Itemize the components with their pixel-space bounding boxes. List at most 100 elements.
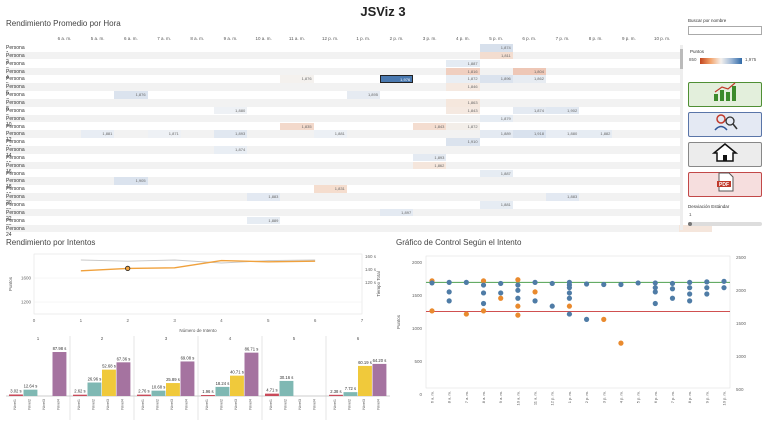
bar-mark xyxy=(166,383,180,396)
heatmap-row-band xyxy=(6,114,680,123)
heatmap-cell[interactable]: 1,905 xyxy=(114,177,148,186)
bar-mark xyxy=(102,369,116,396)
search-input[interactable] xyxy=(688,26,762,35)
heatmap-cell[interactable]: 1,976 xyxy=(380,75,414,83)
heatmap-cell[interactable]: 1,879 xyxy=(479,114,513,123)
home-button[interactable] xyxy=(688,142,762,167)
control-point xyxy=(618,340,624,346)
control-xtick: 8 p. m. xyxy=(687,391,692,403)
control-point xyxy=(480,300,487,307)
bar-category-label: Nivel4 xyxy=(120,399,124,410)
heatmap-cell[interactable]: 1,896 xyxy=(479,75,513,83)
bar-mark xyxy=(87,382,102,396)
control-xtick: 3 p. m. xyxy=(601,391,606,403)
hour-header: 9 p. m. xyxy=(622,36,636,41)
heatmap-cell[interactable]: 1,874 xyxy=(479,44,513,52)
control-xtick: 10 p. m. xyxy=(722,391,727,405)
heatmap-cell[interactable]: 1,910 xyxy=(446,138,480,146)
std-slider[interactable] xyxy=(688,222,762,226)
bar-mark xyxy=(180,361,195,396)
heatmap-cell[interactable]: 1,880 xyxy=(214,106,248,115)
heatmap-cell[interactable]: 1,889 xyxy=(479,130,513,138)
control-xtick: 8 a. m. xyxy=(447,391,452,403)
legend-max: 1,975 xyxy=(745,57,757,62)
heatmap-cell[interactable]: 1,871 xyxy=(147,130,181,138)
heatmap-cell[interactable]: 1,872 xyxy=(446,75,480,83)
heatmap-cell[interactable]: 1,863 xyxy=(446,98,480,107)
control-point xyxy=(532,298,538,304)
bar-value-label: 40.71 s xyxy=(230,370,244,375)
heatmap-cell[interactable]: 1,902 xyxy=(546,106,580,115)
heatmap-cell[interactable]: 1,887 xyxy=(479,169,513,178)
heatmap-cell[interactable]: 1,816 xyxy=(446,67,480,76)
control-point xyxy=(515,282,521,288)
heatmap-cell[interactable]: 1,862 xyxy=(413,161,447,170)
control-point xyxy=(480,278,487,284)
control-point xyxy=(532,289,538,295)
bar-mark xyxy=(9,394,23,396)
profile-button[interactable] xyxy=(688,112,762,137)
heatmap-cell[interactable]: 1,862 xyxy=(512,75,546,83)
heatmap-cell[interactable]: 1,895 xyxy=(346,91,380,99)
heatmap-cell[interactable]: 1,880 xyxy=(546,130,580,138)
control-xtick: 12 p. m. xyxy=(550,391,555,405)
heatmap-cell[interactable]: 1,882 xyxy=(579,130,613,138)
pdf-button[interactable]: PDF xyxy=(688,172,762,197)
heatmap-scroll-thumb[interactable] xyxy=(680,49,683,69)
bar-mark xyxy=(52,352,67,396)
heatmap-cell[interactable]: 1,811 xyxy=(479,51,513,60)
heatmap-cell[interactable]: 1,893 xyxy=(413,153,447,162)
intentos-title: Rendimiento por Intentos xyxy=(6,238,96,247)
control-point xyxy=(515,312,521,318)
heatmap-cell[interactable]: 1,874 xyxy=(512,106,546,115)
heatmap-cell[interactable]: 1,804 xyxy=(512,67,546,76)
heatmap-cell[interactable]: 1,883 xyxy=(546,193,580,201)
heatmap-cell[interactable] xyxy=(678,224,712,233)
bar-mark xyxy=(201,395,215,396)
control-point xyxy=(704,291,710,297)
heatmap-row-band xyxy=(6,161,680,170)
bar-mark xyxy=(215,386,230,396)
heatmap-cell[interactable]: 1,876 xyxy=(114,91,148,99)
bar-mark xyxy=(73,394,87,396)
heatmap-cell[interactable]: 1,872 xyxy=(446,122,480,131)
heatmap-cell[interactable]: 1,889 xyxy=(247,216,281,225)
control-point xyxy=(566,285,573,291)
heatmap-row-label: Persona 16 xyxy=(6,162,25,175)
heatmap-cell[interactable]: 1,876 xyxy=(280,75,314,83)
heatmap-cell[interactable]: 1,918 xyxy=(512,130,546,138)
control-point xyxy=(669,286,676,292)
heatmap-cell[interactable]: 1,887 xyxy=(446,59,480,68)
std-slider-handle[interactable] xyxy=(688,222,692,226)
heatmap-cell[interactable]: 1,874 xyxy=(214,146,248,154)
heatmap-cell[interactable]: 1,843 xyxy=(413,122,447,131)
control-point xyxy=(687,285,693,291)
bar-category-label: Nivel4 xyxy=(56,399,60,410)
heatmap-cell[interactable]: 1,881 xyxy=(81,130,115,138)
control-point xyxy=(429,308,435,314)
line-xlabel: Número de Intento xyxy=(179,328,217,333)
heatmap-row-band xyxy=(6,98,680,107)
heatmap-cell[interactable]: 1,883 xyxy=(247,193,281,201)
control-xtick: 2 p. m. xyxy=(584,391,589,403)
home-icon xyxy=(711,142,739,167)
heatmap-cell[interactable]: 1,897 xyxy=(380,208,414,217)
heatmap-cell[interactable]: 1,881 xyxy=(313,130,347,138)
heatmap-cell[interactable]: 1,835 xyxy=(280,122,314,131)
heatmap-cell[interactable]: 1,881 xyxy=(479,201,513,209)
heatmap-cell[interactable]: 1,846 xyxy=(446,83,480,91)
heatmap-cell[interactable]: 1,893 xyxy=(214,130,248,138)
control-point xyxy=(498,280,504,287)
hour-header: 4 p. m. xyxy=(456,36,470,41)
hour-header: 8 a. m. xyxy=(190,36,205,41)
hour-header: 6 a. m. xyxy=(124,36,138,41)
heatmap-cell[interactable]: 1,843 xyxy=(446,106,480,115)
control-point xyxy=(480,308,487,314)
heatmap-scrollbar[interactable] xyxy=(680,45,683,230)
bar-category-label: Nivel2 xyxy=(219,399,223,410)
heatmap-cell[interactable]: 1,831 xyxy=(313,185,347,193)
control-ytick-left: 0 xyxy=(419,392,422,397)
bar-value-label: 52.68 s xyxy=(102,364,116,369)
bar-chart-icon xyxy=(712,82,738,107)
chart-button[interactable] xyxy=(688,82,762,107)
